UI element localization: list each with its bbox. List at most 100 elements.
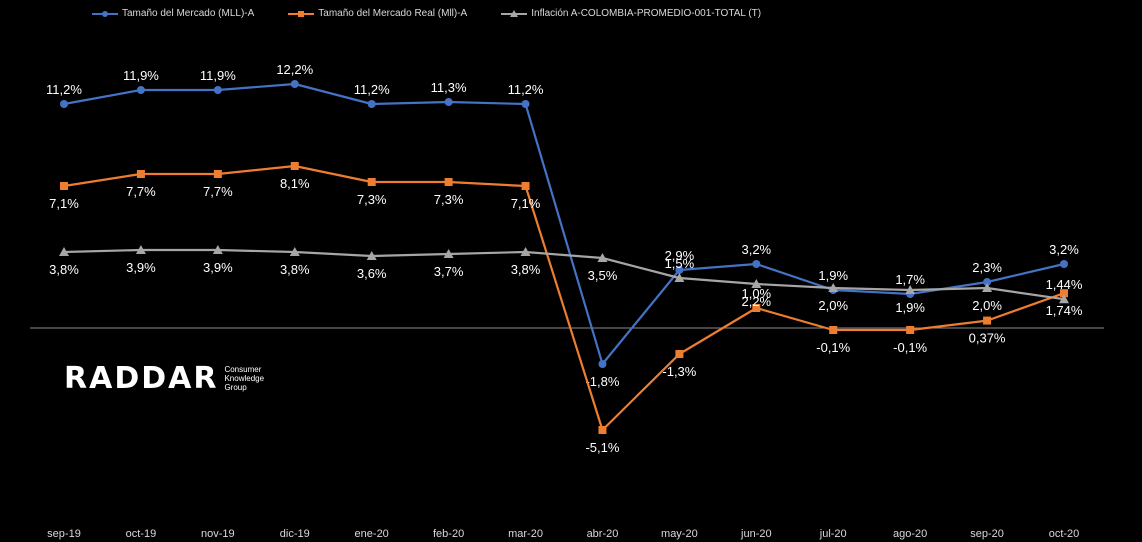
data-point	[598, 426, 607, 434]
legend-item-series-2: Tamaño del Mercado Real (Mll)-A	[288, 8, 467, 19]
data-point	[598, 360, 607, 368]
data-point	[443, 249, 454, 258]
data-point	[213, 170, 222, 178]
x-tick-label: sep-20	[970, 528, 1004, 540]
data-point	[982, 283, 993, 292]
data-label: 1,9%	[895, 300, 925, 315]
data-label: 7,3%	[434, 192, 464, 207]
data-point	[1059, 294, 1069, 304]
logo-subtitle-line: Knowledge	[224, 374, 265, 383]
series-line-3	[63, 248, 1065, 301]
x-tick-label: ene-20	[355, 528, 389, 540]
x-tick-label: mar-20	[508, 528, 543, 540]
data-point	[752, 260, 761, 268]
data-label: 11,9%	[123, 68, 159, 83]
data-point	[212, 245, 223, 254]
data-point	[675, 266, 684, 274]
data-label: 3,9%	[126, 260, 156, 275]
data-label: 1,44%	[1046, 277, 1083, 292]
x-tick-label: jul-20	[819, 528, 847, 540]
data-point	[290, 162, 299, 170]
data-label: -0,1%	[893, 340, 927, 355]
data-label: 11,2%	[354, 82, 390, 97]
data-point	[135, 245, 146, 254]
data-point	[367, 100, 376, 108]
data-label: -1,3%	[662, 364, 696, 379]
data-point	[829, 326, 838, 334]
data-label: 11,9%	[200, 68, 236, 83]
data-label: 7,7%	[203, 184, 233, 199]
x-tick-label: abr-20	[587, 528, 619, 540]
data-point	[60, 182, 68, 190]
x-tick-label: may-20	[661, 528, 698, 540]
data-label: 1,0%	[741, 286, 771, 301]
data-label: 3,2%	[1049, 242, 1079, 257]
data-label: 2,3%	[972, 260, 1002, 275]
data-point	[521, 100, 530, 108]
legend-label-series-1: Tamaño del Mercado (MLL)-A	[122, 8, 255, 19]
data-label: 3,8%	[511, 262, 541, 277]
data-point	[60, 100, 68, 108]
data-label: 7,1%	[49, 196, 79, 211]
data-label: 7,7%	[126, 184, 156, 199]
data-point	[444, 98, 453, 106]
data-point	[983, 316, 992, 325]
data-label: 1,5%	[665, 256, 695, 271]
data-point	[905, 285, 916, 294]
data-point	[289, 247, 300, 256]
data-label: 8,1%	[280, 176, 310, 191]
data-label: 11,2%	[508, 82, 544, 97]
legend-label-series-3: Inflación A-COLOMBIA-PROMEDIO-001-TOTAL …	[531, 8, 762, 19]
chart-legend: Tamaño del Mercado (MLL)-A Tamaño del Me…	[92, 8, 761, 19]
data-point	[366, 251, 377, 260]
data-label: 3,8%	[49, 262, 79, 277]
data-point	[906, 326, 915, 334]
data-label: 3,2%	[741, 242, 771, 257]
data-point	[674, 273, 685, 282]
legend-line-marker-icon	[501, 9, 528, 17]
data-point	[675, 350, 684, 358]
data-point	[1060, 260, 1068, 268]
legend-item-series-1: Tamaño del Mercado (MLL)-A	[92, 8, 254, 19]
data-label: 11,2%	[46, 82, 82, 97]
data-point	[521, 182, 530, 190]
data-label: -5,1%	[585, 440, 619, 455]
data-label: 2,2%	[741, 294, 771, 309]
data-point	[751, 279, 762, 288]
data-label: 3,7%	[434, 264, 464, 279]
x-tick-label: oct-20	[1049, 528, 1080, 540]
data-label: 0,37%	[969, 331, 1006, 346]
data-point	[136, 170, 145, 178]
data-label: 11,3%	[431, 80, 467, 95]
data-label: 1,7%	[895, 272, 925, 287]
x-tick-label: ago-20	[893, 528, 927, 540]
x-tick-label: jun-20	[740, 528, 772, 540]
data-label: 3,5%	[588, 268, 618, 283]
x-tick-label: feb-20	[433, 528, 464, 540]
data-label: -1,8%	[585, 374, 619, 389]
data-label: -0,1%	[816, 340, 850, 355]
data-point	[1060, 289, 1068, 298]
data-point	[444, 178, 453, 186]
logo-wordmark: RADDAR	[64, 361, 219, 396]
data-label: 3,9%	[203, 260, 233, 275]
data-label: 2,9%	[665, 248, 695, 263]
data-label: 2,0%	[818, 298, 848, 313]
data-point	[752, 304, 761, 312]
data-label: 3,8%	[280, 262, 310, 277]
data-point	[520, 247, 531, 256]
legend-line-marker-icon	[92, 10, 118, 17]
logo-subtitle: Consumer Knowledge Group	[224, 365, 264, 392]
data-point	[213, 86, 222, 94]
legend-item-series-3: Inflación A-COLOMBIA-PROMEDIO-001-TOTAL …	[501, 8, 761, 19]
x-tick-label: sep-19	[47, 528, 81, 540]
data-label: 2,0%	[972, 298, 1002, 313]
data-point	[983, 278, 992, 286]
data-point	[597, 253, 608, 262]
x-tick-label: dic-19	[280, 528, 310, 540]
data-point	[828, 283, 839, 292]
x-tick-label: nov-19	[201, 528, 235, 540]
data-point	[136, 86, 145, 94]
data-label: 7,1%	[511, 196, 541, 211]
